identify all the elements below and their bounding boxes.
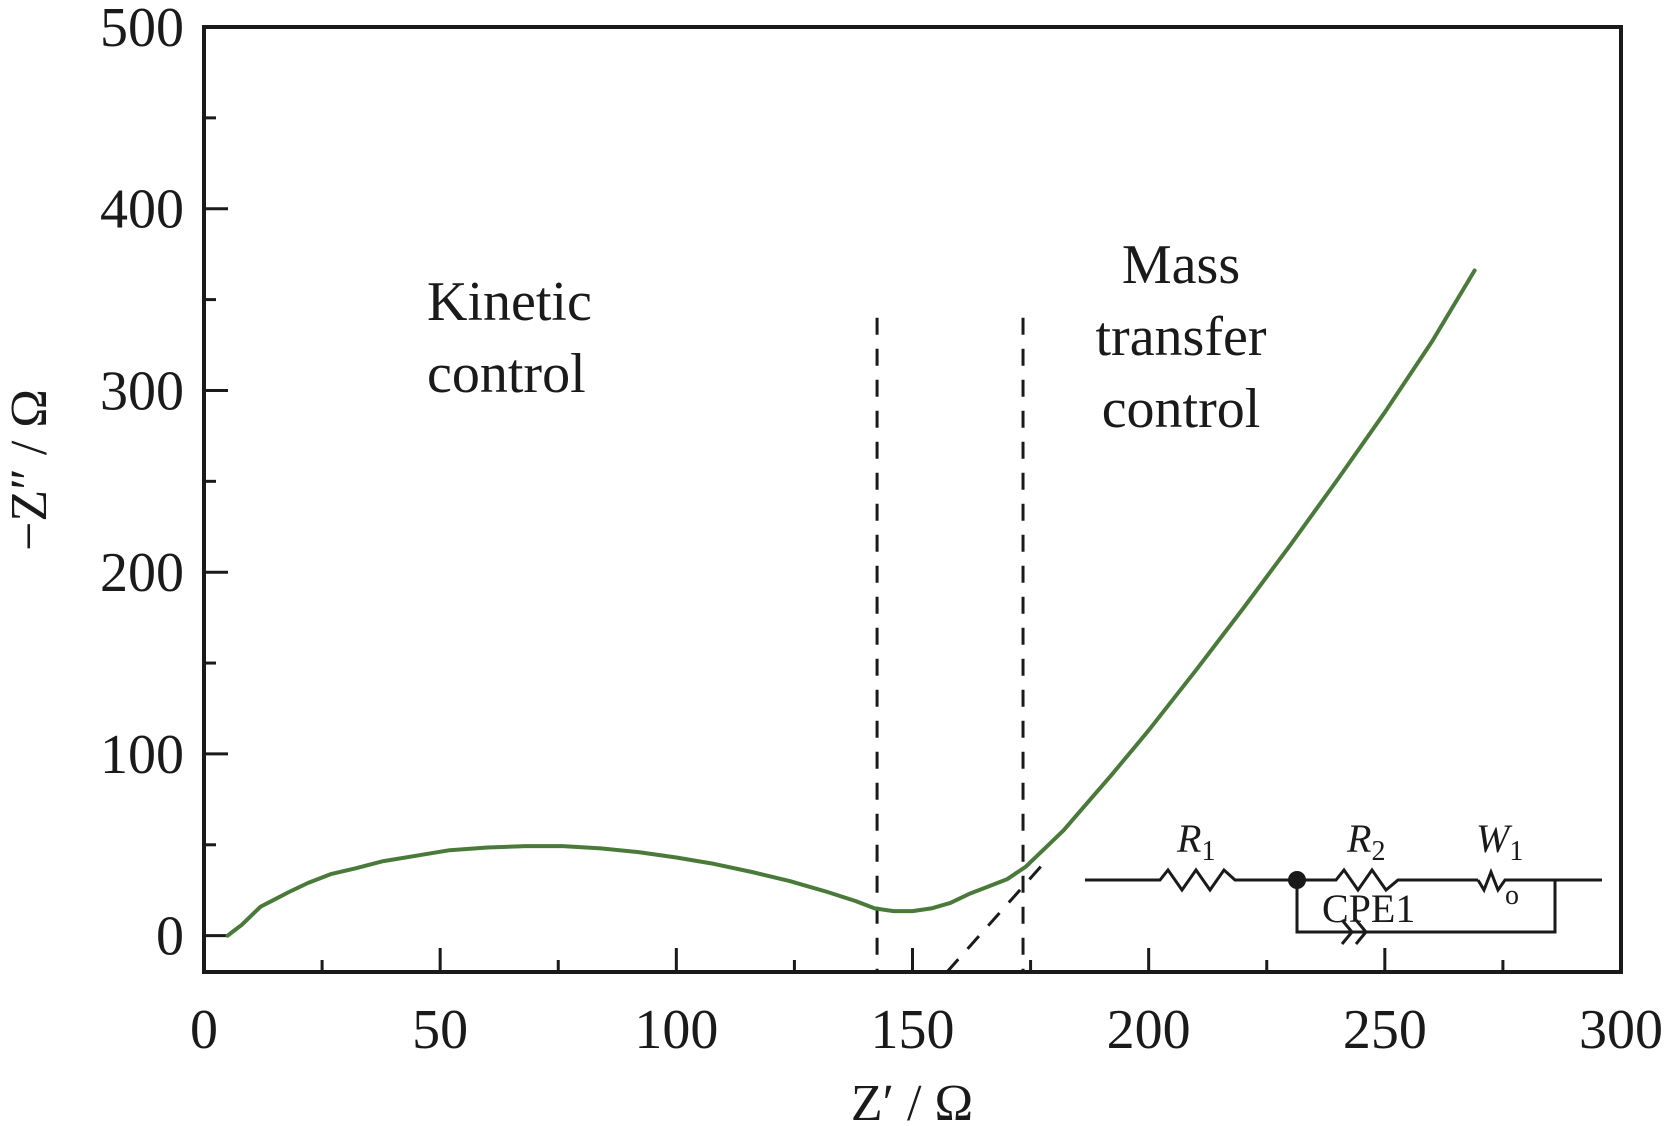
warburg-open-mark: o [1505, 880, 1519, 911]
x-tick-label: 0 [190, 999, 218, 1061]
annotations: Kinetic control Mass transfer control [427, 234, 1267, 440]
y-axis-tick-labels: 0 100 200 300 400 500 [100, 0, 184, 968]
series-group [225, 268, 1477, 938]
kinetic-control-text-line: control [427, 343, 586, 405]
y-tick-label: 0 [156, 906, 184, 968]
x-axis-tick-labels: 0 50 100 150 200 250 300 [190, 999, 1663, 1061]
y-tick-label: 100 [100, 724, 184, 786]
series-line-nyquist [225, 268, 1477, 938]
mass-transfer-control-text-line: transfer [1095, 306, 1266, 368]
r1-label: R1 [1176, 816, 1215, 867]
y-tick-label: 200 [100, 542, 184, 604]
x-tick-label: 150 [871, 999, 955, 1061]
y-tick-label: 300 [100, 360, 184, 422]
cpe1-label: CPE1 [1322, 886, 1415, 931]
w1-label: W1 [1476, 816, 1523, 867]
equivalent-circuit-inset: R1 R2 W1 o CPE1 [1085, 816, 1602, 945]
warburg-w1-symbol [1476, 867, 1602, 894]
mass-transfer-control-text-line: control [1102, 378, 1261, 440]
cpe-branch-wire [1295, 880, 1557, 934]
plot-border [202, 25, 1623, 974]
y-axis-ticks [204, 25, 228, 938]
r2-label: R2 [1346, 816, 1385, 867]
x-axis-ticks [202, 948, 1623, 972]
mass-transfer-control-text-line: Mass [1122, 234, 1240, 296]
kinetic-control-text-line: Kinetic [427, 271, 592, 333]
resistor-r1-symbol [1085, 867, 1297, 893]
cpe-symbol-left [1340, 919, 1354, 945]
resistor-r2-symbol [1297, 867, 1478, 893]
reference-lines [875, 317, 1044, 973]
y-tick-label: 400 [100, 179, 184, 241]
cpe-symbol-right [1354, 919, 1368, 945]
x-tick-label: 250 [1343, 999, 1427, 1061]
x-tick-label: 200 [1107, 999, 1191, 1061]
x-tick-label: 300 [1579, 999, 1663, 1061]
x-tick-label: 100 [634, 999, 718, 1061]
y-tick-label: 500 [100, 0, 184, 59]
x-axis-title: Z′ / Ω [851, 1075, 973, 1126]
plot-frame [202, 25, 1623, 974]
warburg-tangent-line [945, 864, 1044, 973]
x-tick-label: 50 [412, 999, 468, 1061]
y-axis-title: −Z″ / Ω [1, 389, 58, 551]
